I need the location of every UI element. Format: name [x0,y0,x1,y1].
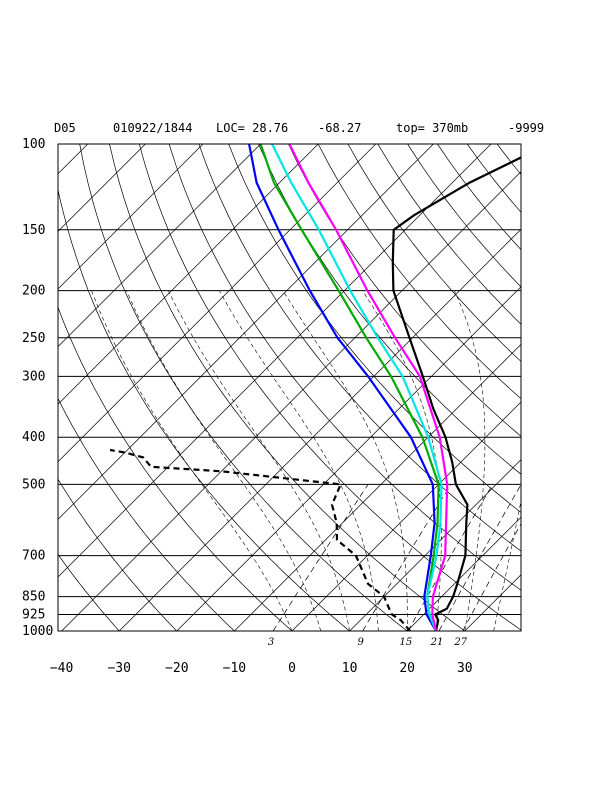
temperature-tick-label: 10 [342,661,358,676]
header-lon: -68.27 [318,121,361,135]
mixing-ratio-line [407,484,493,631]
pressure-tick-label: 250 [22,331,45,346]
dry-adiabat-line [288,144,521,437]
isotherm-line [58,144,204,290]
isotherm-line [61,171,521,631]
dry-adiabat-line [587,144,612,631]
pressure-tick-label: 700 [22,549,45,564]
temperature-tick-label: 0 [288,661,296,676]
pressure-tick-label: 850 [22,590,45,605]
background-grid [58,144,612,631]
dry-adiabat-line [557,144,612,631]
isotherm-line [58,144,146,232]
pressure-tick-label: 1000 [22,624,53,639]
saturated-adiabat-line [168,290,350,631]
pressure-tick-label: 100 [22,137,45,152]
dry-adiabat-line [466,144,521,213]
temperature-tick-label: 30 [457,661,473,676]
saturated-adiabat-line [493,499,521,631]
pressure-tick-label: 300 [22,369,45,384]
saturated-adiabat-line [126,290,322,631]
saturated-adiabat-line [219,290,379,631]
isotherm-line [406,516,521,631]
saturated-adiabat-line [282,290,408,631]
header-datetime: 010922/1844 [113,121,192,135]
series-layer [109,144,521,631]
temperature-axis-labels: −40 −30 −20 −10 0 10 20 30 [50,661,473,676]
dry-adiabat-line [198,144,521,552]
mixing-ratio-label: 9 [357,637,364,648]
isotherm-line [522,144,612,631]
dry-adiabat-line [496,144,521,176]
header-loc: LOC= 28.76 [216,121,288,135]
mixing-ratio-line [272,484,369,631]
mixing-ratio-labels: 3 9 15 21 27 [268,637,468,648]
isotherm-line [176,286,521,631]
series-profile-blue [248,144,437,631]
isotherm-line [118,228,521,631]
mixing-ratio-label: 15 [400,637,413,648]
header-station: D05 [54,121,76,135]
isotherm-line [58,144,492,578]
series-temperature [391,156,521,631]
temperature-tick-label: −30 [107,661,130,676]
isotherm-line [58,144,377,463]
isotherm-line [349,459,521,631]
saturated-adiabat-line [454,290,486,631]
header-top: top= 370mb [396,121,468,135]
mixing-ratio-label: 3 [268,637,274,648]
dry-adiabat-line [407,144,521,288]
pressure-tick-label: 200 [22,284,45,299]
temperature-tick-label: −10 [223,661,246,676]
isotherm-line [58,144,434,520]
saturated-adiabat-line [91,290,293,631]
isotherm-line [58,144,319,405]
dry-adiabat-line [58,553,120,631]
pressure-tick-label: 925 [22,608,45,623]
isotherm-line [58,144,261,348]
series-dewpoint [109,448,411,631]
mixing-ratio-label: 27 [453,637,467,648]
header-code: -9999 [508,121,544,135]
chart-header: D05 010922/1844 LOC= 28.76 -68.27 top= 3… [54,121,544,135]
isotherm-line [291,401,521,631]
pressure-tick-label: 150 [22,223,45,238]
mixing-ratio-line [438,484,521,631]
mixing-ratio-label: 21 [430,637,444,648]
series-profile-cyan [271,144,443,631]
isotherm-line [580,144,612,631]
pressure-tick-label: 400 [22,430,45,445]
pressure-tick-label: 500 [22,477,45,492]
isobar-lines [58,143,521,632]
isotherm-line [234,343,521,631]
series-profile-magenta [288,144,449,631]
isotherm-line [464,574,521,631]
temperature-tick-label: −20 [165,661,188,676]
temperature-tick-label: 20 [399,661,415,676]
dry-adiabat-line [527,144,612,631]
mixing-ratio-line [362,484,452,631]
dry-adiabat-line [168,144,521,591]
temperature-tick-label: −40 [50,661,73,676]
mixing-ratio-line [462,522,521,631]
plot-frame [57,143,522,632]
